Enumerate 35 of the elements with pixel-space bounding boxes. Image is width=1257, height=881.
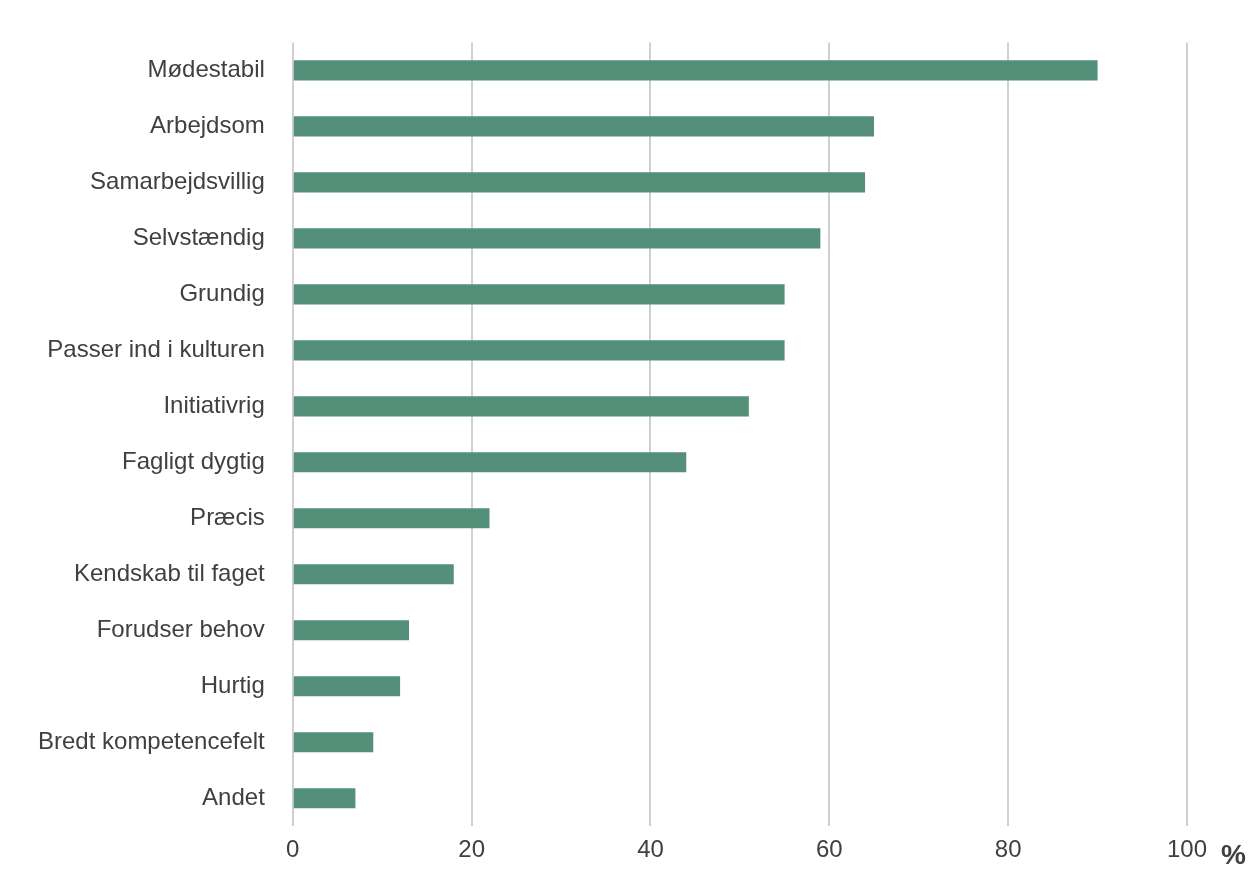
bar — [293, 60, 1098, 81]
bar — [293, 340, 785, 361]
bar — [293, 172, 866, 193]
y-tick-label: Bredt kompetencefelt — [38, 726, 266, 754]
bar — [293, 396, 749, 417]
bar — [293, 228, 821, 249]
y-tick-label: Samarbejdsvillig — [90, 166, 265, 194]
bar — [293, 620, 410, 641]
y-tick-label: Arbejdsom — [150, 111, 265, 138]
y-tick-label: Kendskab til faget — [74, 558, 266, 586]
bar — [293, 564, 454, 585]
y-tick-label: Passer ind i kulturen — [47, 334, 265, 362]
bar — [293, 732, 374, 753]
x-tick-label: 40 — [637, 835, 664, 863]
bar — [293, 116, 875, 137]
bar — [293, 676, 401, 697]
y-tick-label: Selvstændig — [132, 222, 265, 250]
x-axis-title: % — [1221, 838, 1246, 870]
x-tick-label: 0 — [286, 835, 300, 863]
bar — [293, 788, 356, 809]
y-tick-label: Initiativrig — [163, 390, 265, 418]
bar — [293, 452, 687, 473]
bar — [293, 508, 490, 529]
y-tick-label: Fagligt dygtig — [122, 446, 265, 474]
x-tick-label: 60 — [815, 835, 843, 863]
y-tick-label: Præcis — [190, 502, 265, 530]
bar — [293, 284, 785, 305]
x-tick-label: 100 — [1166, 835, 1208, 863]
x-tick-label: 20 — [458, 835, 485, 863]
y-tick-label: Hurtig — [200, 670, 265, 698]
y-tick-label: Forudser behov — [96, 614, 265, 642]
y-tick-label: Mødestabil — [147, 55, 265, 83]
x-tick-label: 80 — [994, 835, 1022, 863]
y-tick-label: Grundig — [179, 278, 265, 306]
y-tick-label: Andet — [202, 782, 266, 810]
